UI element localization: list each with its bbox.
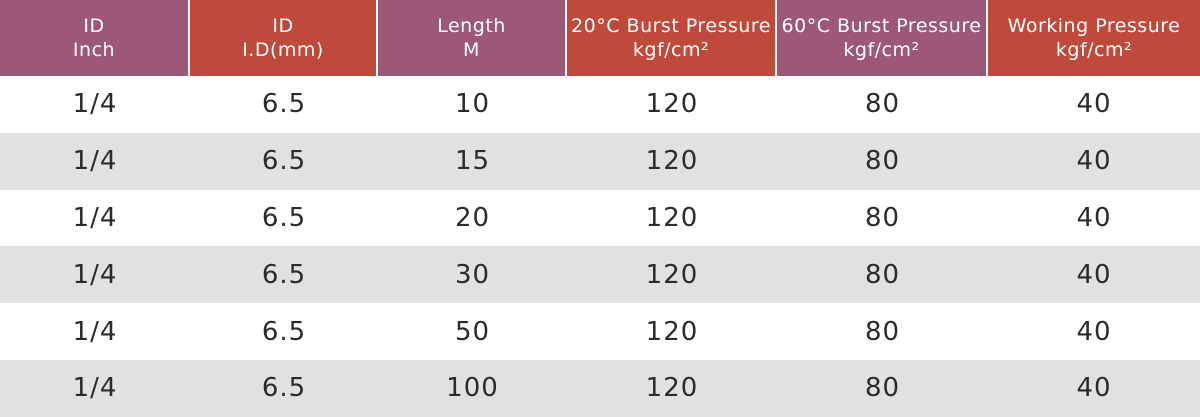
table-cell: 80 [864,146,901,177]
table-cell: 6.5 [261,202,307,233]
header-text: M [463,39,480,61]
table-row: 1/4 6.5 10 120 80 40 [0,76,1200,133]
table-cell: 1/4 [72,202,118,233]
header-text: 20°C Burst Pressure [571,15,771,37]
table-cell: 6.5 [261,316,307,347]
header-cell: 60°C Burst Pressure kgf/cm² [777,0,988,76]
table-cell: 120 [645,146,699,177]
table-cell: 6.5 [261,373,307,404]
table-cell: 6.5 [261,259,307,290]
table-cell: 1/4 [72,373,118,404]
header-text: kgf/cm² [632,39,710,61]
table-cell: 10 [454,89,491,120]
header-text: kgf/cm² [1055,39,1133,61]
header-cell: 20°C Burst Pressure kgf/cm² [567,0,777,76]
table-cell: 30 [454,259,491,290]
table-cell: 1/4 [72,259,118,290]
table-cell: 40 [1076,146,1112,177]
table-cell: 15 [454,146,491,177]
header-cell: ID Inch [0,0,190,76]
header-cell: ID I.D(mm) [190,0,378,76]
header-cell: Working Pressure kgf/cm² [988,0,1200,76]
table-cell: 1/4 [72,89,118,120]
table-cell: 50 [454,316,491,347]
table-cell: 80 [864,89,901,120]
table-row: 1/4 6.5 50 120 80 40 [0,303,1200,360]
header-cell: Length M [378,0,567,76]
table-cell: 20 [454,202,491,233]
table-cell: 120 [645,89,699,120]
header-text: ID [83,15,105,37]
table-cell: 40 [1076,89,1112,120]
header-text: Length [437,15,506,37]
table-row: 1/4 6.5 15 120 80 40 [0,132,1200,190]
header-text: Inch [72,39,116,61]
table-cell: 6.5 [261,89,307,120]
table-cell: 1/4 [72,316,118,347]
header-text: Working Pressure [1007,15,1181,37]
table-cell: 120 [645,202,699,233]
header-text: ID [272,15,294,37]
table-cell: 120 [645,316,699,347]
table-cell: 80 [864,316,901,347]
header-text: I.D(mm) [242,39,324,61]
table-row: 1/4 6.5 30 120 80 40 [0,246,1200,304]
table-cell: 80 [864,202,901,233]
table-cell: 40 [1076,202,1112,233]
table-cell: 80 [864,259,901,290]
table-cell: 120 [645,259,699,290]
table-cell: 40 [1076,316,1112,347]
table-cell: 1/4 [72,146,118,177]
table-cell: 6.5 [261,146,307,177]
header-text: kgf/cm² [843,39,920,61]
table-cell: 80 [864,373,901,404]
table-cell: 100 [446,373,499,404]
table-cell: 40 [1076,373,1112,404]
header-row: ID Inch ID I.D(mm) Length M 20°C Burst Pressur… [0,0,1200,76]
table-row: 1/4 6.5 100 120 80 40 [0,359,1200,417]
table-row: 1/4 6.5 20 120 80 40 [0,190,1200,247]
header-text: 60°C Burst Pressure [781,15,982,37]
table-cell: 40 [1076,259,1112,290]
table-cell: 120 [645,373,699,404]
